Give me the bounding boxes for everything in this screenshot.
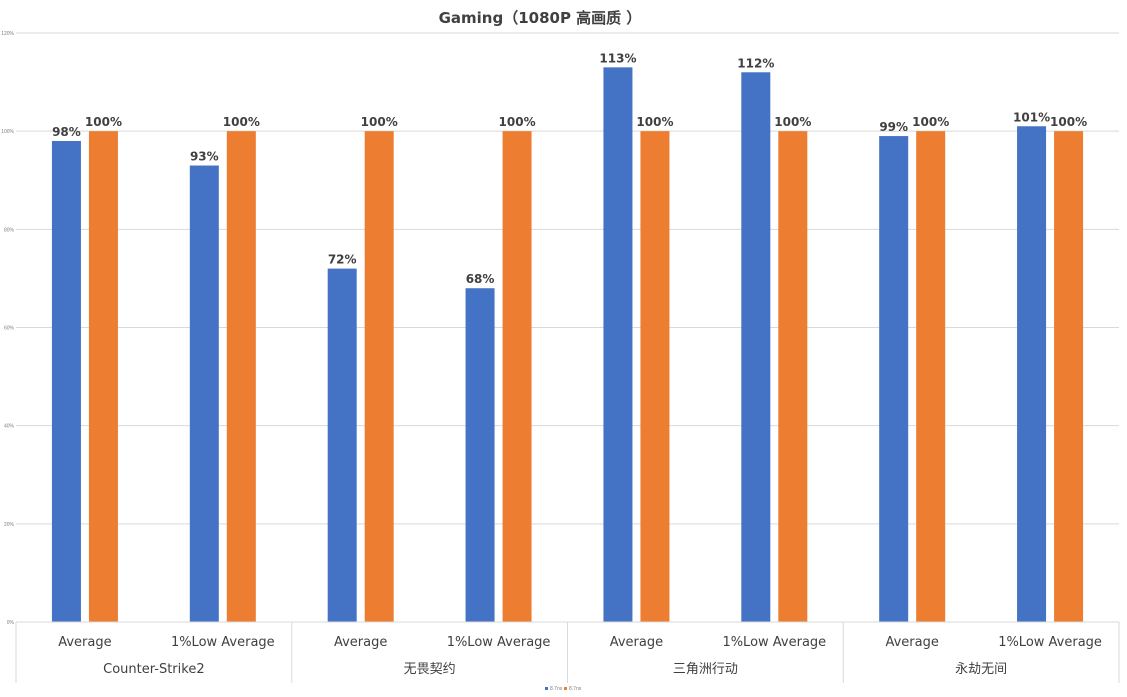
y-tick-label: 100% xyxy=(1,129,14,135)
bar xyxy=(327,268,357,622)
legend: 8.7ns 8.7ns xyxy=(545,686,582,692)
x-group-label: 永劫无间 xyxy=(955,662,1007,677)
data-label: 100% xyxy=(912,115,949,129)
chart-title: Gaming（1080P 高画质 ） xyxy=(439,9,642,27)
x-tick-label: 1%Low Average xyxy=(722,635,826,650)
y-tick-label: 80% xyxy=(4,227,15,233)
x-tick-label: Average xyxy=(334,635,387,650)
data-labels: 98% 100% 93% 100% 72% 100% 68% 100% 113% 100% 112%… xyxy=(52,51,1087,286)
x-tick-label: 1%Low Average xyxy=(447,635,551,650)
bar xyxy=(364,131,394,622)
data-label: 100% xyxy=(85,115,122,129)
legend-label: 8.7ns xyxy=(569,686,582,692)
y-tick-label: 120% xyxy=(1,31,14,37)
x-tick-label: 1%Low Average xyxy=(171,635,275,650)
bar xyxy=(51,140,81,622)
data-label: 100% xyxy=(223,115,260,129)
bar xyxy=(88,131,118,622)
y-tick-label: 40% xyxy=(4,424,15,430)
data-label: 72% xyxy=(328,253,357,267)
y-tick-label: 60% xyxy=(4,326,15,332)
data-label: 93% xyxy=(190,150,219,164)
legend-swatch xyxy=(564,687,567,690)
x-tick-label: Average xyxy=(58,635,111,650)
legend-label: 8.7ns xyxy=(550,686,563,692)
x-group-label: 三角洲行动 xyxy=(673,662,738,677)
data-label: 68% xyxy=(466,272,495,286)
data-label: 100% xyxy=(1050,115,1087,129)
y-tick-label: 20% xyxy=(4,522,15,528)
bar xyxy=(226,131,256,622)
bar xyxy=(778,131,808,622)
data-label: 100% xyxy=(361,115,398,129)
x-group-label: 无畏契约 xyxy=(404,662,456,677)
x-axis: Average 1%Low Average Average 1%Low Average… xyxy=(15,621,1120,683)
data-label: 101% xyxy=(1013,110,1050,124)
bar xyxy=(1017,126,1047,622)
y-tick-label: 0% xyxy=(7,620,15,626)
bar xyxy=(879,136,909,622)
data-label: 99% xyxy=(879,120,908,134)
bar xyxy=(189,165,219,622)
data-label: 100% xyxy=(636,115,673,129)
data-label: 98% xyxy=(52,125,81,139)
bar xyxy=(916,131,946,622)
y-axis-ticks: 0% 20% 40% 60% 80% 100% 120% xyxy=(1,31,14,626)
data-label: 100% xyxy=(499,115,536,129)
bar xyxy=(1054,131,1084,622)
bar xyxy=(502,131,532,622)
bar xyxy=(640,131,670,622)
gridlines xyxy=(16,32,1119,623)
x-tick-label: Average xyxy=(885,635,938,650)
legend-swatch xyxy=(545,687,548,690)
x-group-label: Counter-Strike2 xyxy=(103,662,204,677)
bar xyxy=(465,288,495,622)
x-tick-label: 1%Low Average xyxy=(998,635,1102,650)
data-label: 113% xyxy=(599,51,636,65)
x-tick-label: Average xyxy=(610,635,663,650)
bars xyxy=(51,67,1084,623)
data-label: 100% xyxy=(774,115,811,129)
bar xyxy=(741,72,771,623)
bar xyxy=(603,67,633,622)
data-label: 112% xyxy=(737,56,774,70)
